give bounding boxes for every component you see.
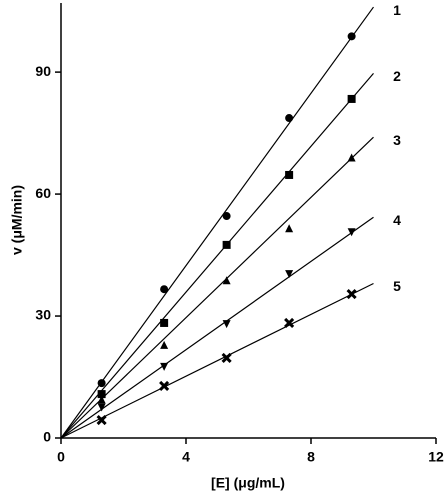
point xyxy=(97,379,106,388)
point xyxy=(97,403,106,412)
point xyxy=(347,32,356,41)
series-label: 2 xyxy=(393,68,401,84)
point xyxy=(285,224,294,233)
x-tick-label: 8 xyxy=(307,449,315,465)
point xyxy=(347,228,356,237)
fit-line xyxy=(60,136,374,439)
fit-line xyxy=(60,282,374,439)
point xyxy=(346,289,357,300)
point xyxy=(222,240,231,249)
point xyxy=(160,340,169,349)
fit-line xyxy=(60,216,374,439)
series-label: 5 xyxy=(393,278,401,294)
point xyxy=(221,352,232,363)
x-tick-label: 4 xyxy=(182,449,190,465)
fit-line xyxy=(60,6,374,439)
point xyxy=(285,170,294,179)
series-label: 4 xyxy=(393,212,401,228)
y-tick-label: 30 xyxy=(35,307,51,323)
series-label: 1 xyxy=(393,2,401,18)
series-label: 3 xyxy=(393,132,401,148)
point xyxy=(347,94,356,103)
y-tick-label: 90 xyxy=(35,63,51,79)
point xyxy=(284,317,295,329)
point xyxy=(96,415,107,426)
point xyxy=(160,362,169,371)
y-axis-label: v (μM/min) xyxy=(9,185,25,255)
point xyxy=(97,390,106,399)
y-tick-label: 0 xyxy=(43,429,51,445)
point xyxy=(222,212,231,221)
x-axis-label: [E] (μg/mL) xyxy=(211,475,285,491)
point xyxy=(97,395,106,404)
point xyxy=(222,320,231,329)
point xyxy=(285,114,294,123)
point xyxy=(160,285,169,294)
x-tick-label: 12 xyxy=(428,449,444,465)
point xyxy=(160,318,169,327)
x-tick-label: 0 xyxy=(57,449,65,465)
point xyxy=(222,276,231,285)
fit-line xyxy=(60,72,374,439)
point xyxy=(347,153,356,162)
point xyxy=(159,380,170,392)
y-tick-label: 60 xyxy=(35,185,51,201)
point xyxy=(285,270,294,279)
